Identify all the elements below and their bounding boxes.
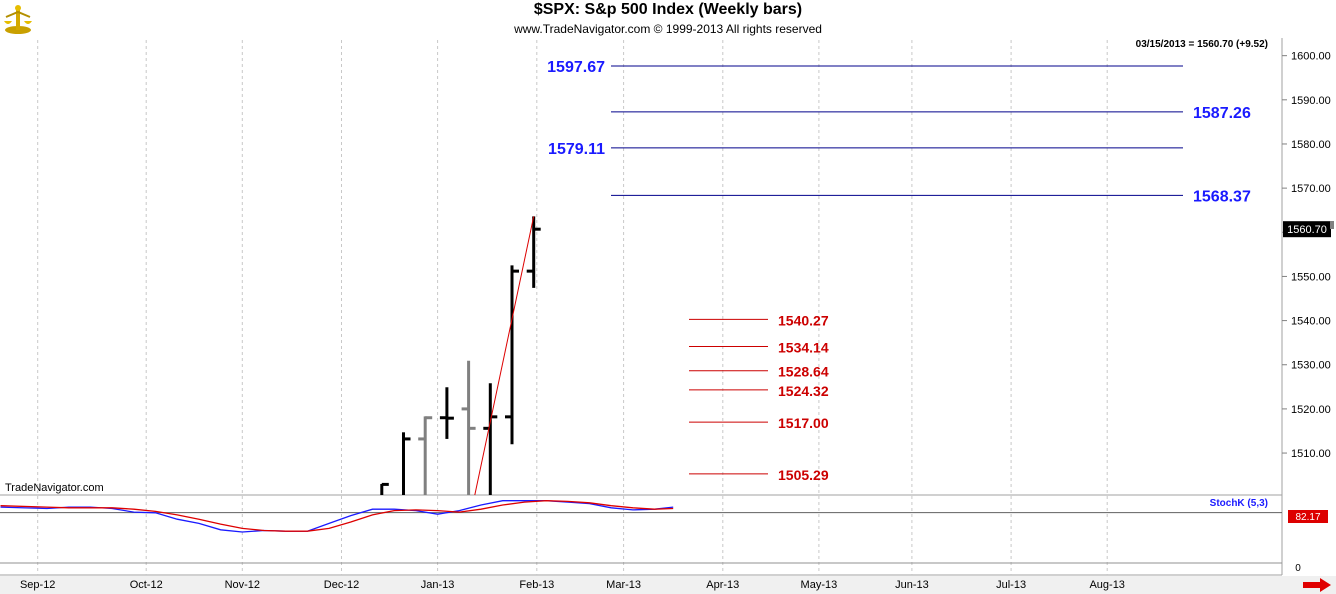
red-level-lines: 1540.27 1534.14 1528.64 1524.32 1517.00 1505.… — [689, 312, 829, 483]
y-tick-label: 1600.00 — [1291, 51, 1331, 63]
x-tick-label: May-13 — [801, 579, 838, 591]
y-tick-label: 1530.00 — [1291, 360, 1331, 372]
x-tick-label: Jan-13 — [421, 579, 455, 591]
red-trend-line — [474, 216, 535, 496]
y-tick-label: 1580.00 — [1291, 139, 1331, 151]
x-tick-label: Dec-12 — [324, 579, 359, 591]
y-tick-label: 1540.00 — [1291, 316, 1331, 328]
tradenavigator-watermark: TradeNavigator.com — [5, 482, 104, 494]
bottom-strip — [0, 576, 1336, 594]
red-level-label: 1524.32 — [778, 383, 829, 399]
ohlc-bar — [380, 482, 389, 495]
x-tick-label: Aug-13 — [1089, 579, 1124, 591]
red-level-label: 1517.00 — [778, 415, 829, 431]
red-level-label: 1540.27 — [778, 312, 829, 328]
y-tick-label: 1570.00 — [1291, 183, 1331, 195]
blue-level-lines: 1597.67 1587.26 1579.11 1568.37 — [547, 59, 1251, 205]
current-price-tag-arrow — [1330, 221, 1334, 229]
chart-header: $SPX: S&p 500 Index (Weekly bars) www.Tr… — [0, 0, 1336, 38]
stoch-value-tag: 82.17 — [1295, 512, 1320, 523]
copyright-notice: www.TradeNavigator.com © 1999-2013 All r… — [514, 22, 822, 36]
blue-level-label: 1568.37 — [1193, 188, 1251, 205]
ohlc-bar — [418, 416, 433, 495]
y-tick-label: 1510.00 — [1291, 448, 1331, 460]
y-tick-label: 1520.00 — [1291, 404, 1331, 416]
y-tick-label: 1550.00 — [1291, 271, 1331, 283]
y-axis: 1510.00 1520.00 1530.00 1540.00 1550.00 1570.… — [1282, 51, 1331, 460]
red-level-label: 1534.14 — [778, 339, 829, 355]
blue-level-label: 1579.11 — [548, 141, 605, 158]
x-tick-label: Apr-13 — [706, 579, 739, 591]
stoch-value-tag-bg — [1288, 510, 1328, 523]
blue-level-label: 1597.67 — [547, 59, 605, 76]
stoch-series-line — [0, 500, 674, 533]
scroll-forward-arrow-icon[interactable] — [1302, 578, 1332, 592]
ohlc-bar — [526, 216, 541, 288]
trade-navigator-logo-icon — [4, 5, 32, 34]
grid-lines — [37, 40, 1108, 575]
x-tick-label: Mar-13 — [606, 579, 641, 591]
ohlc-bar — [402, 432, 411, 495]
ohlc-bars — [380, 216, 541, 495]
blue-level-label: 1587.26 — [1193, 105, 1251, 122]
ohlc-bar — [505, 265, 519, 445]
x-tick-label: Sep-12 — [20, 579, 55, 591]
x-tick-label: Nov-12 — [225, 579, 260, 591]
chart-title: $SPX: S&p 500 Index (Weekly bars) — [533, 1, 803, 18]
x-tick-label: Jun-13 — [895, 579, 929, 591]
current-price-tag: 1560.70 — [1287, 224, 1327, 236]
last-bar-info: 03/15/2013 = 1560.70 (+9.52) — [1136, 39, 1268, 50]
stoch-series-line — [0, 500, 674, 532]
x-tick-label: Oct-12 — [130, 579, 163, 591]
trend-line — [474, 216, 535, 496]
y-tick-label: 1590.00 — [1291, 95, 1331, 107]
stochastic-panel — [0, 500, 1282, 564]
stoch-zero-tick: 0 — [1295, 563, 1301, 574]
red-level-label: 1505.29 — [778, 467, 829, 483]
ohlc-bar — [461, 360, 476, 495]
stoch-label: StochK (5,3) — [1210, 498, 1268, 509]
price-panel-bg — [0, 38, 1282, 495]
x-tick-label: Feb-13 — [519, 579, 554, 591]
ohlc-bar — [439, 387, 454, 439]
current-price-tag-bg — [1283, 221, 1331, 238]
x-axis: Sep-12 Oct-12 Nov-12 Dec-12 Jan-13 Feb-13 Mar-… — [20, 579, 1125, 591]
x-tick-label: Jul-13 — [996, 579, 1026, 591]
red-level-label: 1528.64 — [778, 364, 829, 380]
